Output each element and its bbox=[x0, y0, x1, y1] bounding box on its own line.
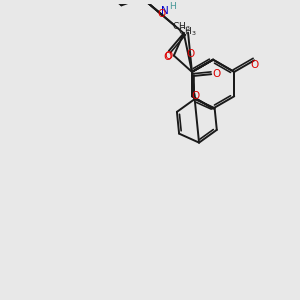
Text: O: O bbox=[165, 51, 173, 61]
Text: CH$_3$: CH$_3$ bbox=[178, 26, 196, 38]
Text: O: O bbox=[250, 60, 258, 70]
Text: CH$_3$: CH$_3$ bbox=[172, 21, 190, 33]
Text: O: O bbox=[212, 69, 220, 79]
Text: N: N bbox=[161, 6, 169, 16]
Text: O: O bbox=[191, 91, 200, 101]
Text: H: H bbox=[169, 2, 176, 11]
Text: O: O bbox=[164, 52, 172, 62]
Text: O: O bbox=[186, 49, 194, 59]
Text: O: O bbox=[157, 9, 165, 19]
